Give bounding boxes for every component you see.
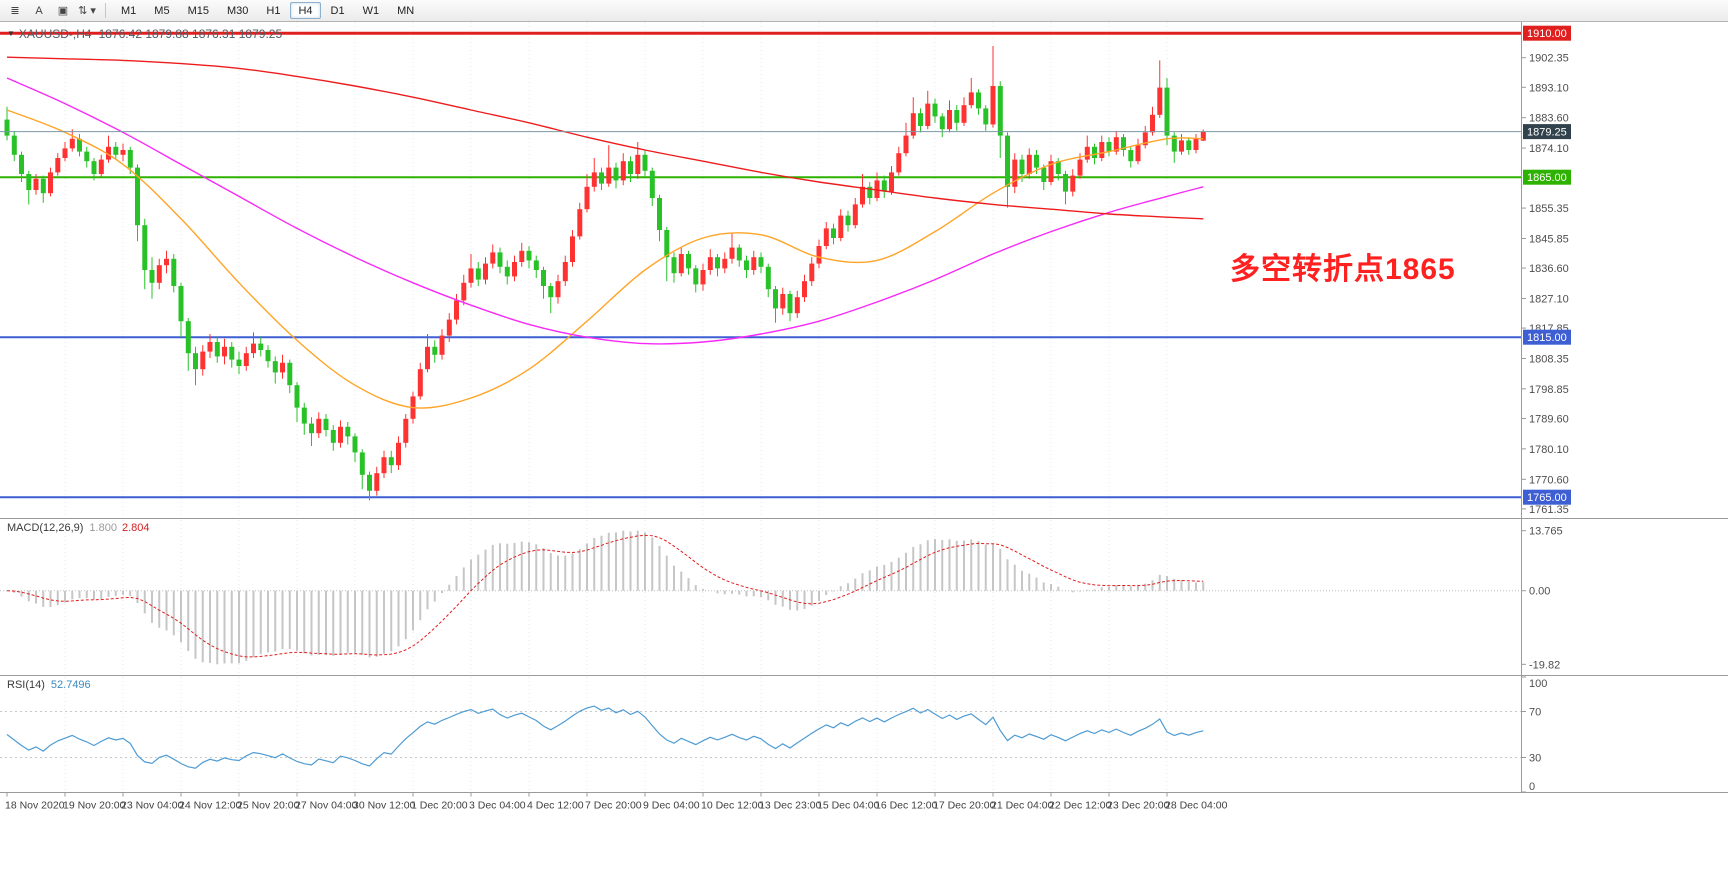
svg-text:1910.00: 1910.00	[1527, 28, 1567, 40]
svg-text:16 Dec 12:00: 16 Dec 12:00	[875, 800, 938, 812]
chart-plot-area[interactable]	[0, 22, 1521, 793]
time-axis[interactable]	[0, 793, 1728, 813]
toolbar: ≣ A ▣ ⇅ ▾ M1 M5 M15 M30 H1 H4 D1 W1 MN	[0, 0, 1728, 22]
svg-text:7 Dec 20:00: 7 Dec 20:00	[585, 800, 642, 812]
svg-text:15 Dec 04:00: 15 Dec 04:00	[817, 800, 880, 812]
rsi-label: RSI(14)	[7, 679, 45, 691]
macd-indicator-title: MACD(12,26,9) 1.800 2.804	[7, 522, 149, 534]
svg-text:1789.60: 1789.60	[1529, 413, 1569, 425]
svg-text:21 Dec 04:00: 21 Dec 04:00	[991, 800, 1054, 812]
candles-layer	[4, 46, 1206, 501]
svg-text:1827.10: 1827.10	[1529, 293, 1569, 305]
toolbar-tools: ≣ A ▣ ⇅ ▾	[3, 2, 99, 20]
fast-ma-line	[6, 109, 1204, 409]
macd-main-value: 1.800	[89, 522, 117, 534]
price-label-1910.00: 1910.00	[1523, 25, 1571, 41]
svg-text:1761.35: 1761.35	[1529, 504, 1569, 516]
svg-text:30: 30	[1529, 753, 1541, 765]
svg-text:-19.82: -19.82	[1529, 659, 1560, 671]
svg-text:0: 0	[1529, 781, 1535, 793]
svg-text:13 Dec 23:00: 13 Dec 23:00	[759, 800, 822, 812]
svg-text:1893.10: 1893.10	[1529, 82, 1569, 94]
svg-text:1815.00: 1815.00	[1527, 332, 1567, 344]
svg-text:1879.25: 1879.25	[1527, 127, 1567, 139]
timeframe-m1[interactable]: M1	[121, 5, 137, 17]
svg-text:28 Dec 04:00: 28 Dec 04:00	[1165, 800, 1228, 812]
toolbar-separator	[105, 3, 106, 18]
svg-text:17 Dec 20:00: 17 Dec 20:00	[933, 800, 996, 812]
svg-text:27 Nov 04:00: 27 Nov 04:00	[295, 800, 358, 812]
svg-text:1780.10: 1780.10	[1529, 444, 1569, 456]
bid-price-label: 1879.25	[1523, 124, 1571, 140]
timeframe-m30[interactable]: M30	[226, 5, 249, 17]
timeframe-buttons: M1 M5 M15 M30 H1 H4 D1 W1 MN	[112, 2, 423, 19]
svg-text:1808.35: 1808.35	[1529, 353, 1569, 365]
rsi-line	[6, 705, 1204, 769]
svg-text:1836.60: 1836.60	[1529, 263, 1569, 275]
symbol-period-label: XAUUSD-,H4	[18, 27, 92, 41]
svg-text:100: 100	[1529, 678, 1547, 690]
rsi-value: 52.7496	[50, 679, 91, 691]
svg-text:4 Dec 12:00: 4 Dec 12:00	[527, 800, 584, 812]
macd-histogram	[13, 530, 1205, 665]
svg-text:9 Dec 04:00: 9 Dec 04:00	[643, 800, 700, 812]
collapse-triangle-icon: ▼	[7, 29, 15, 38]
timeframe-mn[interactable]: MN	[397, 5, 415, 17]
svg-text:70: 70	[1529, 707, 1541, 719]
macd-signal-value: 2.804	[121, 522, 150, 534]
timeframe-m5[interactable]: M5	[154, 5, 170, 17]
menu-grid-icon[interactable]: ≣	[10, 5, 20, 17]
svg-text:3 Dec 04:00: 3 Dec 04:00	[469, 800, 526, 812]
svg-text:30 Nov 12:00: 30 Nov 12:00	[353, 800, 416, 812]
svg-text:1770.60: 1770.60	[1529, 474, 1569, 486]
timeframe-d1[interactable]: D1	[330, 5, 345, 17]
svg-text:1865.00: 1865.00	[1527, 172, 1567, 184]
svg-text:0.00: 0.00	[1529, 586, 1550, 598]
svg-text:1902.35: 1902.35	[1529, 53, 1569, 65]
timeframe-w1[interactable]: W1	[362, 5, 380, 17]
label-tool-icon[interactable]: ▣	[57, 5, 69, 17]
medium-ma-line	[6, 77, 1204, 345]
svg-text:1845.85: 1845.85	[1529, 233, 1569, 245]
svg-text:10 Dec 12:00: 10 Dec 12:00	[701, 800, 764, 812]
price-label-1865.00: 1865.00	[1523, 169, 1571, 185]
macd-label: MACD(12,26,9)	[7, 522, 84, 534]
svg-text:18 Nov 2020: 18 Nov 2020	[5, 800, 65, 812]
price-label-1765.00: 1765.00	[1523, 489, 1571, 505]
ohlc-values: 1876.42 1879.88 1876.31 1879.25	[98, 27, 283, 41]
svg-text:1855.35: 1855.35	[1529, 203, 1569, 215]
price-axis[interactable]	[1522, 22, 1728, 793]
svg-text:1798.85: 1798.85	[1529, 384, 1569, 396]
timeframe-h4[interactable]: H4	[290, 2, 321, 19]
svg-text:1 Dec 20:00: 1 Dec 20:00	[411, 800, 468, 812]
svg-text:13.765: 13.765	[1529, 526, 1563, 538]
svg-text:23 Dec 20:00: 23 Dec 20:00	[1107, 800, 1170, 812]
svg-text:19 Nov 20:00: 19 Nov 20:00	[63, 800, 126, 812]
svg-text:1883.60: 1883.60	[1529, 113, 1569, 125]
price-label-1815.00: 1815.00	[1523, 329, 1571, 345]
svg-text:23 Nov 04:00: 23 Nov 04:00	[121, 800, 184, 812]
slow-ma-line	[6, 56, 1204, 220]
svg-text:22 Dec 12:00: 22 Dec 12:00	[1049, 800, 1112, 812]
rsi-indicator-title: RSI(14) 52.7496	[7, 679, 91, 691]
svg-text:1874.10: 1874.10	[1529, 143, 1569, 155]
svg-text:1765.00: 1765.00	[1527, 492, 1567, 504]
timeframe-m15[interactable]: M15	[187, 5, 209, 17]
chart-title: ▼ XAUUSD-,H4 1876.42 1879.88 1876.31 1879.…	[7, 27, 282, 41]
svg-text:25 Nov 20:00: 25 Nov 20:00	[237, 800, 300, 812]
annotation-text: 多空转折点1865	[1230, 253, 1456, 286]
arrows-dropdown-icon[interactable]: ⇅ ▾	[78, 5, 96, 17]
timeframe-h1[interactable]: H1	[266, 5, 281, 17]
svg-text:24 Nov 12:00: 24 Nov 12:00	[179, 800, 242, 812]
text-tool-icon[interactable]: A	[35, 4, 43, 17]
